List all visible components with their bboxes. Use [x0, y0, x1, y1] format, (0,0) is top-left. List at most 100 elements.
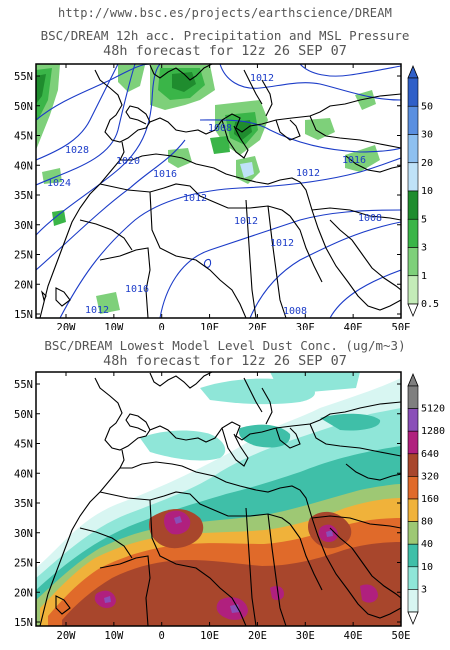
colorbar-swatch [407, 566, 419, 590]
colorbar-label: 40 [421, 539, 433, 550]
colorbar-label: 160 [421, 494, 439, 505]
lon-label: 10E [200, 630, 219, 642]
lat-label: 45N [14, 439, 33, 451]
isobar-label: 1012 [234, 216, 258, 227]
colorbar-swatch [407, 408, 419, 432]
lon-label: 20W [57, 630, 77, 642]
lat-label: 35N [14, 190, 33, 202]
lat-label: 35N [14, 498, 33, 510]
isobar-label: 1016 [153, 169, 177, 180]
colorbar-label: 5120 [421, 404, 445, 415]
lon-label: 10W [104, 630, 124, 642]
colorbar-swatch [407, 589, 419, 613]
lat-label: 55N [14, 71, 33, 83]
isobar-label: 1012 [183, 193, 207, 204]
isobar-label: 1028 [65, 145, 89, 156]
colorbar-label: 30 [421, 130, 433, 141]
colorbar-swatch [407, 453, 419, 477]
lon-label: 0 [159, 322, 165, 330]
colorbar-swatch [407, 162, 419, 192]
colorbar-swatch [407, 134, 419, 164]
isobar-label: 1016 [125, 284, 149, 295]
colorbar-label: 640 [421, 449, 439, 460]
precip-map-panel: 1012 1028 1024 1020 1016 1008 1012 1012 … [14, 63, 439, 330]
lat-label: 25N [14, 558, 33, 570]
dust-coastlines [39, 372, 401, 626]
colorbar-label: 5 [421, 214, 427, 225]
colorbar-swatch [407, 77, 419, 107]
precip-colorbar: 50 30 20 10 5 3 1 0.5 [407, 64, 439, 318]
dust-panel-title: BSC/DREAM Lowest Model Level Dust Conc. … [44, 338, 406, 353]
lon-label: 10W [104, 322, 124, 330]
precip-field [36, 64, 380, 314]
lon-label: 40E [344, 322, 363, 330]
lon-label: 50E [392, 630, 411, 642]
lat-label: 15N [14, 309, 33, 321]
colorbar-label: 10 [421, 186, 433, 197]
dust-map-frame [35, 371, 402, 627]
isobar-label: 1012 [270, 238, 294, 249]
lat-label: 40N [14, 160, 33, 172]
lon-label: 20E [248, 322, 267, 330]
colorbar-label: 0.5 [421, 299, 439, 310]
lat-label: 20N [14, 279, 33, 291]
colorbar-label: 20 [421, 158, 433, 169]
colorbar-swatch [407, 385, 419, 409]
dust-field [36, 372, 401, 626]
colorbar-label: 50 [421, 101, 433, 112]
lat-label: 50N [14, 409, 33, 421]
colorbar-label: 320 [421, 471, 439, 482]
colorbar-label: 3 [421, 584, 427, 595]
colorbar-swatch [407, 247, 419, 277]
lat-label: 30N [14, 220, 33, 232]
colorbar-bottom-arrow [407, 303, 419, 318]
lon-label: 20E [248, 630, 267, 642]
lon-label: 30E [296, 322, 315, 330]
lat-label: 55N [14, 379, 33, 391]
isobar-label: 1008 [208, 123, 232, 134]
isobar-label: 1012 [296, 168, 320, 179]
isobar-label: 1012 [250, 73, 274, 84]
isobar-labels: 1012 1028 1024 1020 1016 1008 1012 1012 … [47, 73, 382, 317]
colorbar-swatch [407, 543, 419, 568]
colorbar-label: 80 [421, 517, 433, 528]
colorbar-label: 10 [421, 562, 433, 573]
colorbar-swatch [407, 430, 419, 455]
colorbar-top-arrow [407, 64, 419, 79]
precip-panel-title: BSC/DREAM 12h acc. Precipitation and MSL… [40, 28, 410, 43]
isobar-label: 1012 [85, 305, 109, 316]
colorbar-swatch [407, 218, 419, 248]
colorbar-swatch [407, 521, 419, 545]
lat-label: 25N [14, 250, 33, 262]
isobar-label: 1016 [342, 155, 366, 166]
dust-panel-subtitle: 48h forecast for 12z 26 SEP 07 [103, 353, 347, 369]
precip-map-frame [35, 63, 402, 319]
lat-label: 40N [14, 468, 33, 480]
lat-label: 15N [14, 617, 33, 629]
dust-colorbar: 5120 1280 640 320 160 80 40 10 3 [407, 372, 445, 626]
colorbar-label: 3 [421, 243, 427, 254]
isobar-label: 1008 [283, 306, 307, 317]
lon-label: 0 [159, 630, 165, 642]
colorbar-label: 1 [421, 271, 427, 282]
colorbar-label: 1280 [421, 426, 445, 437]
colorbar-swatch [407, 275, 419, 305]
lon-label: 10E [200, 322, 219, 330]
dust-axes: 55N 50N 45N 40N 35N 30N 25N 20N 15N 20W 10W 0 10E 20E… [14, 372, 410, 642]
precip-axes: 55N 50N 45N 40N 35N 30N 25N 20N 15N 20W 10W 0 10E 20E… [14, 64, 410, 330]
colorbar-swatch [407, 105, 419, 135]
colorbar-bottom-arrow [407, 611, 419, 626]
colorbar-swatch [407, 476, 419, 500]
lat-label: 45N [14, 131, 33, 143]
isobar-label: 1024 [47, 178, 71, 189]
lat-label: 20N [14, 587, 33, 599]
dust-map-panel: 55N 50N 45N 40N 35N 30N 25N 20N 15N 20W 10W 0 10E 20E… [14, 371, 445, 642]
lat-label: 30N [14, 528, 33, 540]
isobar-label: 1008 [358, 213, 382, 224]
lon-label: 30E [296, 630, 315, 642]
coastlines [39, 64, 401, 318]
lat-label: 50N [14, 101, 33, 113]
lon-label: 40E [344, 630, 363, 642]
lon-label: 20W [57, 322, 77, 330]
precip-panel-subtitle: 48h forecast for 12z 26 SEP 07 [103, 43, 347, 59]
